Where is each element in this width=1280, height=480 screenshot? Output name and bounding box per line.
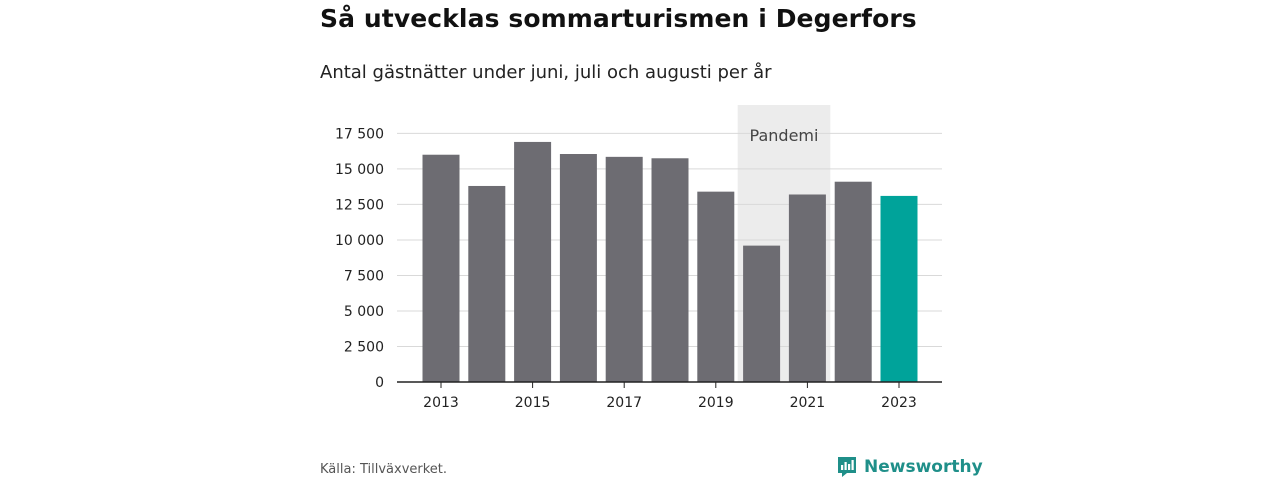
y-tick-label-12500: 12 500 xyxy=(335,197,384,213)
newsworthy-logo: Newsworthy xyxy=(836,455,983,479)
bar-2013 xyxy=(422,154,460,382)
chart-title: Så utvecklas sommarturismen i Degerfors xyxy=(320,4,917,33)
bars xyxy=(422,141,918,382)
y-tick-label-10000: 10 000 xyxy=(335,233,384,249)
brand-name: Newsworthy xyxy=(864,457,983,477)
source-note: Källa: Tillväxverket. xyxy=(320,462,448,477)
x-tick-label-2015: 2015 xyxy=(515,395,551,411)
y-tick-label-15000: 15 000 xyxy=(335,162,384,178)
bar-2014 xyxy=(468,185,506,382)
bar-2020 xyxy=(743,245,781,382)
x-tick-label-2019: 2019 xyxy=(698,395,734,411)
x-axis-labels: 2013 2015 2017 2019 2021 2023 xyxy=(423,395,917,411)
bar-2023 xyxy=(880,195,918,382)
bar-2016 xyxy=(559,154,597,382)
chart-subtitle: Antal gästnätter under juni, juli och au… xyxy=(320,62,772,83)
newsworthy-logo-icon xyxy=(838,457,856,477)
annotation-label: Pandemi xyxy=(750,126,819,145)
bar-2018 xyxy=(651,158,689,382)
annotation-layer: Pandemi xyxy=(750,126,819,145)
x-tick-label-2021: 2021 xyxy=(790,395,826,411)
y-tick-label-17500: 17 500 xyxy=(335,126,384,142)
y-tick-label-0: 0 xyxy=(375,375,384,391)
x-tick-label-2023: 2023 xyxy=(881,395,917,411)
bar-2015 xyxy=(514,141,552,382)
bar-2019 xyxy=(697,191,735,382)
x-tick-label-2017: 2017 xyxy=(606,395,642,411)
y-tick-label-7500: 7 500 xyxy=(344,268,384,284)
bar-2021 xyxy=(788,194,826,382)
bar-2022 xyxy=(834,181,872,382)
x-tick-label-2013: 2013 xyxy=(423,395,459,411)
y-tick-label-5000: 5 000 xyxy=(344,304,384,320)
x-axis xyxy=(397,381,942,388)
y-axis-labels: 0 2 500 5 000 7 500 10 000 12 500 15 000 17 500 xyxy=(335,126,384,391)
y-tick-label-2500: 2 500 xyxy=(344,339,384,355)
bar-chart: 0 2 500 5 000 7 500 10 000 12 500 15 000 17 500… xyxy=(335,105,942,411)
bar-2017 xyxy=(605,156,643,382)
